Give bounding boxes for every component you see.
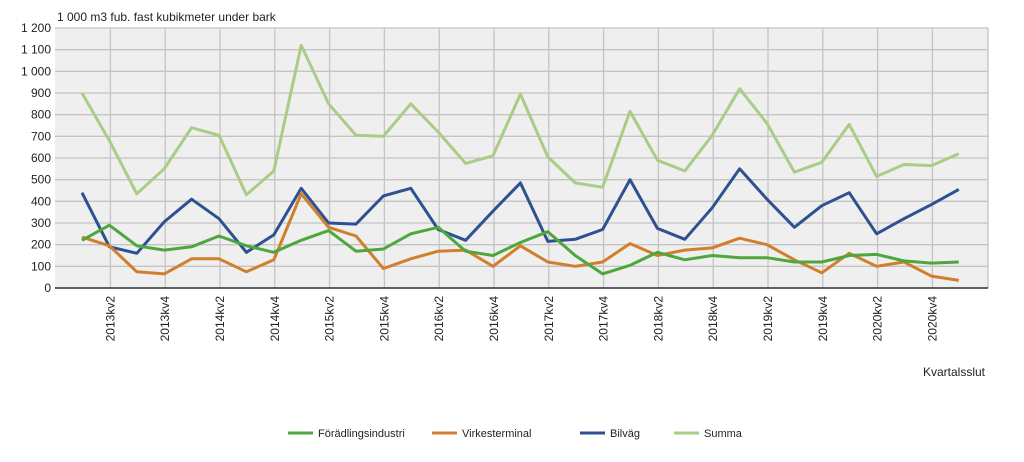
legend-label: Bilväg [610,428,640,440]
x-tick-label: 2017kv4 [597,296,611,342]
y-tick-label: 700 [31,129,51,143]
legend-label: Virkesterminal [462,428,532,440]
x-tick-label: 2015kv4 [377,296,391,342]
series-line-Förädlingsindustri [81,223,959,276]
y-tick-label: 1 100 [21,43,51,57]
x-tick-label: 2020kv2 [871,296,885,342]
y-tick-label: 200 [31,238,51,252]
y-tick-label: 0 [44,281,51,295]
x-tick-label: 2015kv2 [323,296,337,342]
y-tick-label: 300 [31,216,51,230]
legend-item: Virkesterminal [432,428,532,440]
x-tick-label: 2017kv2 [542,296,556,342]
y-tick-label: 1 200 [21,21,51,35]
y-tick-label: 1 000 [21,64,51,78]
series-line-Bilväg [80,167,960,255]
x-tick-label: 2014kv4 [268,296,282,342]
legend-label: Förädlingsindustri [318,428,405,440]
x-tick-label: 2013kv4 [158,296,172,342]
y-tick-label: 800 [31,108,51,122]
legend-label: Summa [704,428,743,440]
x-tick-label: 2016kv2 [432,296,446,342]
x-tick-label: 2018kv4 [706,296,720,342]
legend-item: Summa [674,428,743,440]
x-tick-label: 2018kv2 [651,296,665,342]
x-tick-label: 2020kv4 [925,296,939,342]
series-line-Summa [80,43,960,197]
x-axis-label: Kvartalsslut [923,365,986,379]
legend-item: Förädlingsindustri [288,428,405,440]
x-tick-label: 2016kv4 [487,296,501,342]
legend-item: Bilväg [580,428,640,440]
y-tick-label: 600 [31,151,51,165]
y-tick-label: 900 [31,86,51,100]
y-tick-label: 400 [31,194,51,208]
x-tick-label: 2014kv2 [213,296,227,342]
series-line-Virkesterminal [81,192,960,282]
x-tick-label: 2019kv4 [816,296,830,342]
y-tick-label: 100 [31,259,51,273]
y-axis-label: 1 000 m3 fub. fast kubikmeter under bark [57,10,277,24]
y-tick-label: 500 [31,173,51,187]
x-tick-label: 2013kv2 [103,296,117,342]
x-tick-label: 2019kv2 [761,296,775,342]
